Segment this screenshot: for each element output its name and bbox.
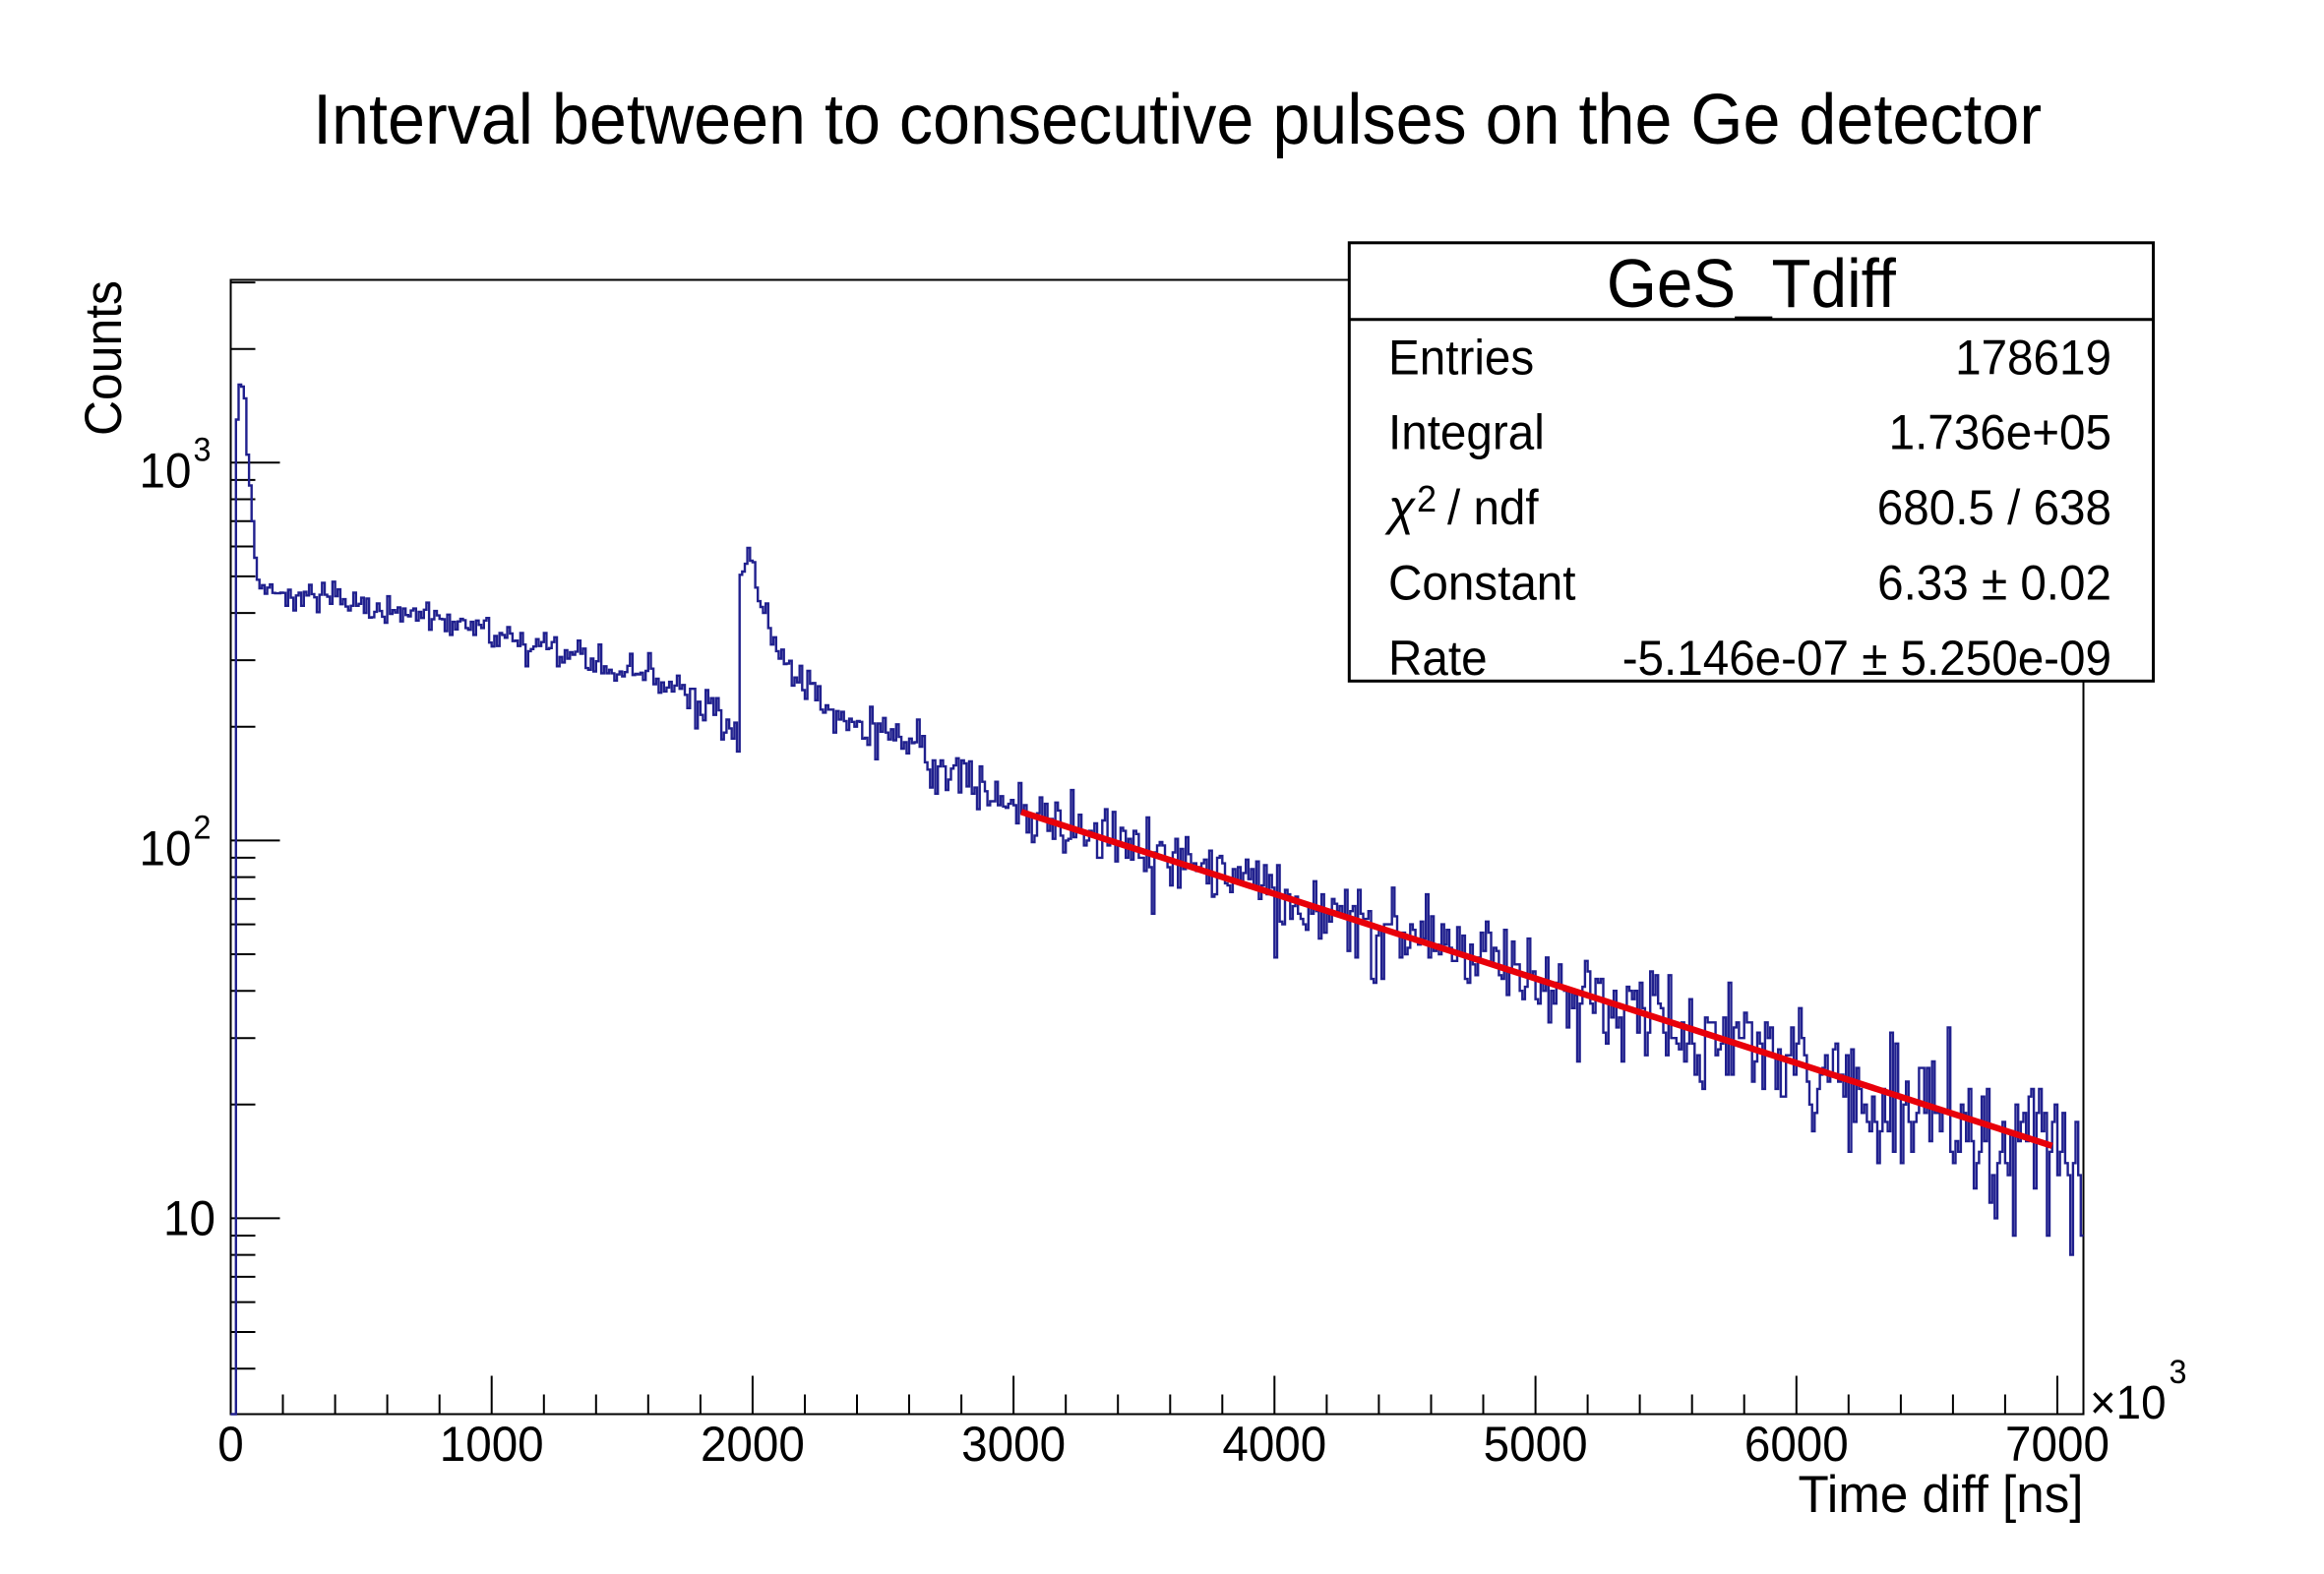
svg-text:×10: ×10 — [2090, 1377, 2167, 1429]
svg-text:10: 10 — [163, 1191, 215, 1246]
svg-text:2000: 2000 — [701, 1417, 805, 1472]
svg-text:Interval between to consecutiv: Interval between to consecutive pulses o… — [313, 81, 2042, 159]
svg-text:2: 2 — [194, 809, 212, 846]
svg-text:2: 2 — [1417, 479, 1437, 520]
svg-text:1.736e+05: 1.736e+05 — [1889, 404, 2111, 459]
svg-text:Constant: Constant — [1388, 555, 1576, 610]
svg-text:10: 10 — [140, 820, 192, 876]
svg-text:680.5 / 638: 680.5 / 638 — [1877, 480, 2111, 535]
svg-text:-5.146e-07 ± 5.250e-09: -5.146e-07 ± 5.250e-09 — [1622, 631, 2111, 686]
svg-text:GeS_Tdiff: GeS_Tdiff — [1607, 245, 1897, 322]
svg-text:4000: 4000 — [1222, 1417, 1326, 1472]
svg-text:Entries: Entries — [1388, 330, 1534, 385]
svg-text:Rate: Rate — [1388, 631, 1488, 686]
svg-text:0: 0 — [217, 1417, 244, 1472]
svg-text:Counts: Counts — [75, 280, 133, 436]
svg-text:3: 3 — [194, 431, 212, 468]
svg-text:3000: 3000 — [961, 1417, 1066, 1472]
svg-text:6000: 6000 — [1744, 1417, 1849, 1472]
svg-text:/ ndf: / ndf — [1447, 480, 1539, 535]
svg-text:7000: 7000 — [2005, 1417, 2110, 1472]
svg-text:χ: χ — [1384, 480, 1416, 535]
svg-text:3: 3 — [2170, 1354, 2187, 1391]
svg-text:Integral: Integral — [1388, 404, 1545, 459]
svg-text:6.33 ± 0.02: 6.33 ± 0.02 — [1877, 555, 2111, 610]
svg-text:5000: 5000 — [1484, 1417, 1588, 1472]
svg-text:Time diff [ns]: Time diff [ns] — [1799, 1466, 2084, 1524]
svg-text:178619: 178619 — [1955, 330, 2111, 385]
svg-text:1000: 1000 — [440, 1417, 544, 1472]
svg-text:10: 10 — [140, 443, 192, 498]
